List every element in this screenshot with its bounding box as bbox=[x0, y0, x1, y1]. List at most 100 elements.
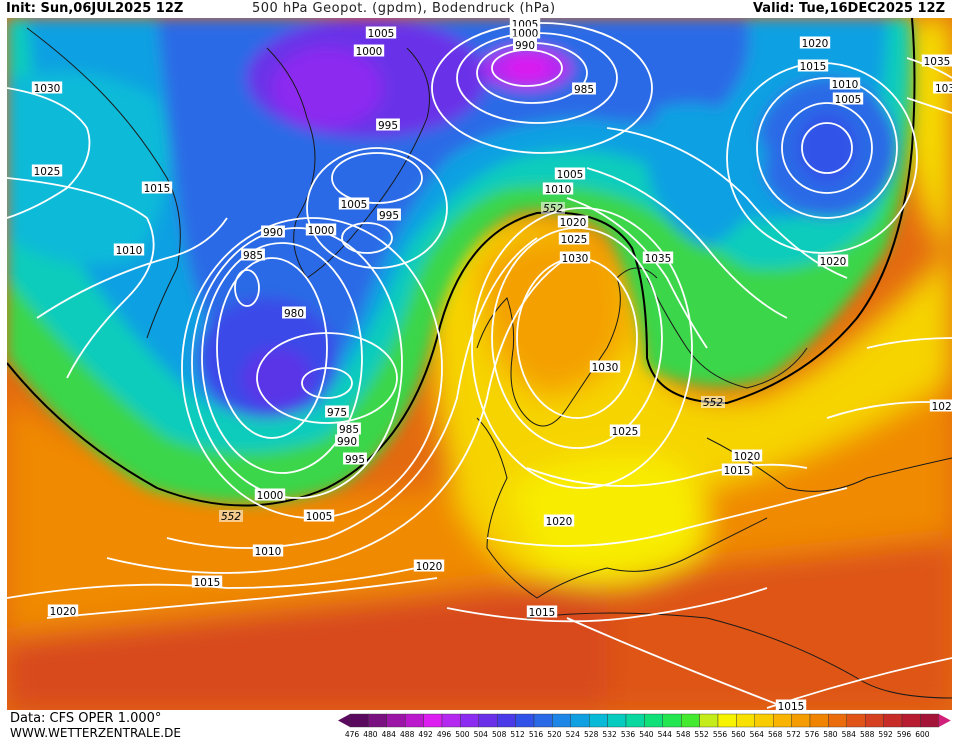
isobar-label-bg bbox=[509, 18, 541, 30]
isobar-label-bg bbox=[353, 44, 385, 57]
contour-552-label: 552 bbox=[221, 511, 241, 523]
isobar-label: 995 bbox=[345, 454, 365, 466]
scale-value-label: 556 bbox=[713, 730, 728, 739]
scale-swatch bbox=[883, 713, 903, 728]
valid-time: Valid: Tue,16DEC2025 12Z bbox=[752, 1, 945, 16]
isobar-label-bg bbox=[325, 405, 349, 418]
isobar-label-bg bbox=[31, 164, 63, 177]
isobar-label: 1030 bbox=[34, 83, 61, 95]
isobars bbox=[7, 22, 952, 709]
isobar-label-bg bbox=[609, 424, 641, 437]
scale-swatch bbox=[588, 713, 608, 728]
isobar-label: 1010 bbox=[832, 79, 859, 91]
scale-value-label: 544 bbox=[658, 730, 673, 739]
isobar-label: 1010 bbox=[255, 546, 282, 558]
map-footer: Data: CFS OPER 1.000° WWW.WETTERZENTRALE… bbox=[0, 710, 959, 741]
isobar-label: 1020 bbox=[560, 217, 587, 229]
isobar-label: 1015 bbox=[778, 701, 805, 710]
scale-swatch bbox=[607, 713, 627, 728]
isobar-label-bg bbox=[413, 559, 445, 572]
scale-swatch bbox=[460, 713, 480, 728]
scale-swatch bbox=[349, 713, 369, 728]
isobar-labels: 1030 1025 1015 1010 1005 1000 995 1005 1000 995 99… bbox=[31, 18, 952, 710]
isobar-label-bg bbox=[254, 488, 286, 501]
isobar-label: 1020 bbox=[820, 256, 847, 268]
scale-swatch bbox=[404, 713, 424, 728]
isobar-label-bg bbox=[513, 38, 537, 51]
isobar-label: 990 bbox=[263, 227, 283, 239]
isobar-label: 1015 bbox=[529, 607, 556, 619]
scale-swatch bbox=[515, 713, 535, 728]
scale-value-label: 548 bbox=[676, 730, 691, 739]
scale-right-arrow bbox=[938, 714, 951, 727]
scale-swatch bbox=[441, 713, 461, 728]
scale-value-label: 588 bbox=[860, 730, 875, 739]
scale-value-label: 560 bbox=[731, 730, 746, 739]
isobar-label-bg bbox=[799, 36, 831, 49]
scale-value-label: 512 bbox=[510, 730, 525, 739]
scale-value-label: 496 bbox=[437, 730, 452, 739]
isobar-label: 980 bbox=[284, 308, 304, 320]
isobar-label-bg bbox=[642, 251, 674, 264]
isobar-label: 1005 bbox=[557, 169, 584, 181]
isobar-label: 985 bbox=[574, 84, 594, 96]
isobar-label: 1020 bbox=[734, 451, 761, 463]
isobar-label-bg bbox=[572, 82, 596, 95]
scale-swatch bbox=[368, 713, 388, 728]
isobar-label-bg bbox=[376, 118, 400, 131]
isobar-label: 1025 bbox=[34, 166, 61, 178]
scale-value-label: 476 bbox=[345, 730, 360, 739]
isobar-label: 985 bbox=[339, 424, 359, 436]
isobar-label-bg bbox=[303, 509, 335, 522]
isobar-label-bg bbox=[731, 449, 763, 462]
isobar-label-bg bbox=[338, 197, 370, 210]
scale-swatch bbox=[699, 713, 719, 728]
scale-swatch bbox=[478, 713, 498, 728]
isobar-label: 1000 bbox=[356, 46, 383, 58]
scale-swatch bbox=[846, 713, 866, 728]
scale-swatch bbox=[423, 713, 443, 728]
isobar-label: 1030 bbox=[592, 362, 619, 374]
scale-value-label: 572 bbox=[786, 730, 801, 739]
isobar-label: 1020 bbox=[802, 38, 829, 50]
data-source: Data: CFS OPER 1.000° bbox=[10, 711, 162, 726]
scale-value-label: 568 bbox=[768, 730, 783, 739]
color-scale-labels: 476 480 484 488 492 496 500 504 508 512 516 520 524 5… bbox=[345, 730, 930, 739]
isobar-label-bg bbox=[191, 575, 223, 588]
isobar-label-bg bbox=[829, 77, 861, 90]
isobar-label-bg bbox=[343, 452, 367, 465]
isobar-label-bg bbox=[797, 59, 829, 72]
scale-value-label: 516 bbox=[529, 730, 544, 739]
isobar-label: 1020 bbox=[932, 401, 952, 413]
isobar-label-bg bbox=[377, 208, 401, 221]
isobar-label: 1025 bbox=[612, 426, 639, 438]
contour-552-label-bg bbox=[219, 510, 243, 522]
scale-swatch bbox=[681, 713, 700, 728]
isobar-label: 1025 bbox=[561, 234, 588, 246]
isobar-label: 1015 bbox=[194, 577, 221, 589]
isobar-label-bg bbox=[337, 422, 361, 435]
scale-left-arrow bbox=[338, 714, 350, 727]
init-time: Init: Sun,06JUL2025 12Z bbox=[6, 1, 184, 16]
isobar-label: 995 bbox=[378, 120, 398, 132]
isobar-label-bg bbox=[775, 699, 807, 710]
scale-value-label: 480 bbox=[363, 730, 378, 739]
map-header: Init: Sun,06JUL2025 12Z 500 hPa Geopot. … bbox=[0, 0, 959, 18]
coastlines bbox=[26, 27, 952, 699]
isobar-label: 1015 bbox=[800, 61, 827, 73]
isobar-label: 1015 bbox=[724, 465, 751, 477]
scale-swatch bbox=[533, 713, 553, 728]
scale-swatch bbox=[496, 713, 516, 728]
scale-swatch bbox=[828, 713, 847, 728]
scale-swatch bbox=[809, 713, 829, 728]
isobar-label: 1000 bbox=[257, 490, 284, 502]
isobar-label: 1005 bbox=[341, 199, 368, 211]
scale-value-label: 524 bbox=[566, 730, 581, 739]
scale-value-label: 596 bbox=[897, 730, 912, 739]
scale-swatch bbox=[386, 713, 406, 728]
scale-value-label: 584 bbox=[842, 730, 857, 739]
contour-552 bbox=[7, 18, 916, 507]
scale-swatch bbox=[920, 713, 940, 728]
scale-value-label: 528 bbox=[584, 730, 599, 739]
isobar-label-bg bbox=[252, 544, 284, 557]
